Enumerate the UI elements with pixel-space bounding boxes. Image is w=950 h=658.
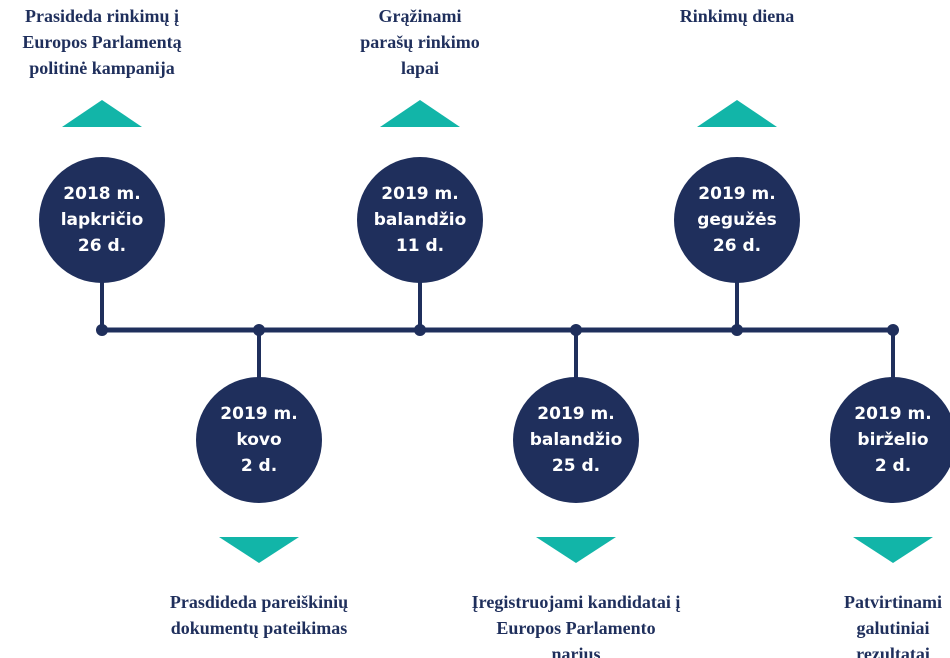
description: Grąžinami: [379, 6, 462, 26]
date-text: gegužės: [697, 210, 777, 230]
date-circle: [830, 377, 950, 503]
date-text: lapkričio: [61, 210, 144, 230]
date-text: 2019 m.: [220, 404, 297, 424]
date-text: 11 d.: [396, 236, 444, 256]
junction-dot: [887, 324, 899, 336]
description: parašų rinkimo: [360, 32, 480, 52]
date-text: 2018 m.: [63, 184, 140, 204]
date-text: 2 d.: [875, 456, 911, 476]
description: Europos Parlamento: [496, 618, 655, 638]
date-text: kovo: [236, 430, 281, 450]
description: galutiniai: [856, 618, 929, 638]
junction-dot: [253, 324, 265, 336]
description: lapai: [401, 58, 439, 78]
date-circle: [39, 157, 165, 283]
description: Įregistruojami kandidatai į: [472, 592, 681, 612]
date-text: 2019 m.: [854, 404, 931, 424]
arrow-up: [380, 100, 460, 127]
date-circle: [674, 157, 800, 283]
date-text: 26 d.: [78, 236, 126, 256]
date-circle: [357, 157, 483, 283]
arrow-up: [62, 100, 142, 127]
date-text: birželio: [857, 430, 928, 450]
date-text: balandžio: [374, 210, 467, 230]
junction-dot: [731, 324, 743, 336]
description: rezultatai: [856, 644, 930, 658]
junction-dot: [96, 324, 108, 336]
description: Rinkimų diena: [680, 6, 795, 26]
date-circle: [513, 377, 639, 503]
date-text: 2019 m.: [537, 404, 614, 424]
description: Europos Parlamentą: [22, 32, 181, 52]
junction-dot: [570, 324, 582, 336]
date-text: 25 d.: [552, 456, 600, 476]
date-circle: [196, 377, 322, 503]
date-text: 2 d.: [241, 456, 277, 476]
junction-dot: [414, 324, 426, 336]
description: Prasdideda pareiškinių: [170, 592, 348, 612]
date-text: 2019 m.: [698, 184, 775, 204]
description: dokumentų pateikimas: [171, 618, 348, 638]
description: politinė kampanija: [29, 58, 175, 78]
description: Prasideda rinkimų į: [25, 6, 179, 26]
arrow-down: [853, 537, 933, 563]
description: Patvirtinami: [844, 592, 942, 612]
arrow-up: [697, 100, 777, 127]
date-text: balandžio: [530, 430, 623, 450]
arrow-down: [536, 537, 616, 563]
description: narius: [551, 644, 600, 658]
date-text: 26 d.: [713, 236, 761, 256]
date-text: 2019 m.: [381, 184, 458, 204]
arrow-down: [219, 537, 299, 563]
